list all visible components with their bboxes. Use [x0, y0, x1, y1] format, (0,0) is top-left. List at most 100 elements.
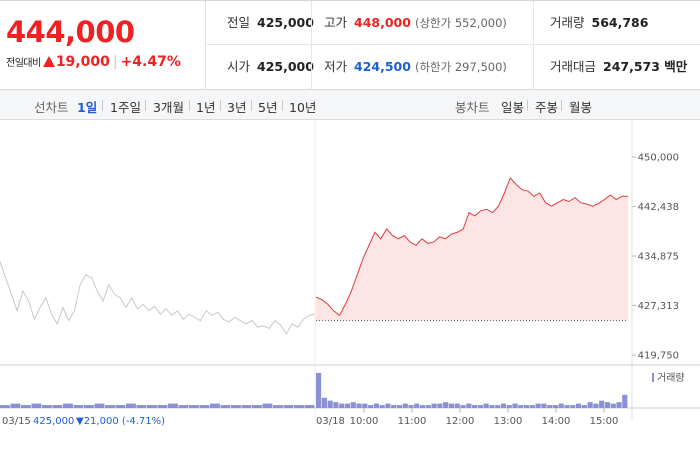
- x-tick-label: 10:00: [350, 416, 379, 427]
- prev-volume-bar: [136, 405, 147, 408]
- y-tick-label: 427,313: [638, 301, 679, 312]
- today-volume-bar: [477, 405, 483, 408]
- today-volume-bar: [558, 403, 564, 408]
- today-volume-bar: [356, 403, 362, 408]
- summary-value: 247,573 백만: [603, 59, 688, 74]
- prev-volume-bar: [189, 405, 199, 408]
- today-volume-bar: [472, 405, 478, 408]
- today-volume-bar: [593, 403, 599, 408]
- today-volume-bar: [460, 405, 466, 408]
- tab-candle-monthly[interactable]: 월봉: [569, 100, 593, 115]
- upper-limit: (상한가 552,000): [414, 16, 507, 30]
- tab-period-10y[interactable]: 10년: [289, 100, 317, 115]
- summary-item-volume: 거래량 564,786: [533, 1, 648, 45]
- tab-period-5y[interactable]: 5년: [258, 100, 278, 115]
- tab-period-1d[interactable]: 1일: [77, 100, 98, 115]
- today-volume-bar: [500, 403, 507, 408]
- today-volume-bar: [535, 403, 541, 408]
- summary-item-trade-value: 거래대금 247,573 백만: [533, 45, 687, 89]
- today-volume-bar: [454, 403, 460, 408]
- divider: [102, 100, 103, 111]
- today-volume-bar: [362, 403, 368, 408]
- prev-volume-bar: [21, 405, 31, 408]
- y-tick-label: 442,438: [638, 202, 679, 213]
- prev-volume-bar: [10, 403, 21, 408]
- today-volume-bar: [495, 405, 501, 408]
- tab-period-3y[interactable]: 3년: [227, 100, 247, 115]
- today-volume-bar: [408, 405, 414, 408]
- prev-volume-bar: [157, 405, 168, 408]
- summary-row-1: 전일 425,000 고가 448,000 (상한가 552,000) 거래량 564,…: [207, 1, 700, 45]
- today-volume-bar: [483, 403, 489, 408]
- prev-change-label: ▼21,000 (-4.71%): [76, 416, 165, 427]
- prev-volume-bar: [31, 403, 42, 408]
- today-volume-bar: [570, 405, 576, 408]
- today-volume-bar: [339, 403, 345, 408]
- today-volume-bar: [391, 405, 397, 408]
- today-volume-bar: [622, 394, 628, 408]
- tab-candle-daily[interactable]: 일봉: [501, 100, 525, 115]
- today-volume-bar: [321, 397, 327, 408]
- summary-value: 424,500: [354, 59, 411, 74]
- today-volume-bar: [489, 405, 495, 408]
- tab-period-3m[interactable]: 3개월: [153, 100, 184, 115]
- volume-legend-swatch: [652, 373, 654, 382]
- today-volume-bar: [529, 405, 535, 408]
- today-volume-bar: [610, 403, 616, 408]
- today-volume-bar: [373, 403, 379, 408]
- tab-period-1y[interactable]: 1년: [196, 100, 216, 115]
- today-volume-bar: [425, 405, 431, 408]
- today-date-label: 03/18: [316, 416, 345, 427]
- today-volume-bar: [379, 405, 385, 408]
- today-volume-bar: [581, 405, 587, 408]
- intraday-price-chart[interactable]: 450,000 442,438 434,875 427,313 419,750 거래량 10…: [0, 120, 700, 450]
- prev-volume-bar: [126, 403, 136, 408]
- prev-close-label: 425,000: [33, 416, 74, 427]
- candle-chart-label: 봉차트: [455, 100, 490, 115]
- prev-volume-bar: [0, 405, 10, 408]
- today-volume-bar: [604, 402, 611, 408]
- change-label: 전일대비: [6, 58, 41, 69]
- up-arrow-icon: [42, 56, 55, 67]
- prev-volume-bar: [273, 405, 283, 408]
- today-volume-bar: [414, 403, 420, 408]
- today-volume-bar: [396, 405, 403, 408]
- summary-item-high: 고가 448,000 (상한가 552,000): [311, 1, 507, 45]
- today-volume-bar: [344, 403, 351, 408]
- summary-value: 425,000: [257, 59, 314, 74]
- summary-key: 시가: [227, 59, 251, 74]
- divider: |: [112, 54, 118, 70]
- today-volume-bar: [524, 405, 530, 408]
- today-volume-bar: [437, 403, 443, 408]
- summary-row-2: 시가 425,000 저가 424,500 (하한가 297,500) 거래대금 247…: [207, 45, 700, 89]
- prev-volume-bar: [147, 405, 157, 408]
- tab-period-1w[interactable]: 1주일: [110, 100, 141, 115]
- prev-volume-bar: [262, 403, 273, 408]
- prev-volume-bar: [178, 405, 189, 408]
- today-volume-bar: [350, 402, 356, 408]
- prev-volume-bar: [199, 405, 210, 408]
- divider: [282, 100, 283, 111]
- today-volume-bar: [448, 403, 455, 408]
- divider: [189, 100, 190, 111]
- today-volume-bar: [443, 402, 449, 408]
- current-price: 444,000: [6, 15, 135, 49]
- prev-volume-bar: [241, 405, 252, 408]
- today-volume-bar: [541, 403, 547, 408]
- x-tick-label: 12:00: [446, 416, 475, 427]
- today-volume-bar: [420, 405, 426, 408]
- lower-limit: (하한가 297,500): [414, 60, 507, 74]
- summary-item-prev-close: 전일 425,000: [227, 1, 314, 45]
- prev-volume-bar: [115, 405, 126, 408]
- prev-volume-bar: [210, 403, 220, 408]
- today-volume-bar: [466, 403, 472, 408]
- x-tick-label: 11:00: [398, 416, 427, 427]
- prev-volume-bar: [294, 405, 304, 408]
- tab-candle-weekly[interactable]: 주봉: [535, 100, 559, 115]
- prev-volume-bar: [105, 405, 115, 408]
- y-tick-label: 450,000: [638, 153, 679, 164]
- summary-item-open: 시가 425,000: [227, 45, 314, 89]
- change-percent: +4.47%: [120, 54, 181, 70]
- divider: [145, 100, 146, 111]
- today-volume-bar: [431, 403, 437, 408]
